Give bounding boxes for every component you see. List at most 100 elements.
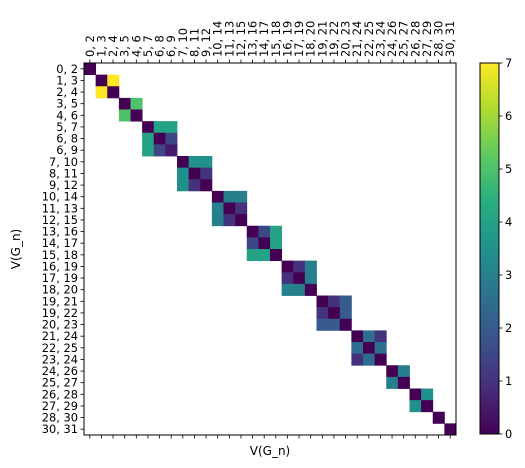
x-tick-label: 17, 19 <box>292 21 306 57</box>
heatmap-cell <box>421 388 434 401</box>
y-tick-label: 10, 14 <box>42 190 78 204</box>
x-tick-label: 28, 30 <box>432 21 446 57</box>
heatmap-cell <box>211 214 224 227</box>
heatmap-cell <box>363 353 376 366</box>
x-tick-label: 16, 19 <box>280 21 294 57</box>
heatmap-cell <box>374 342 387 355</box>
heatmap-cell <box>386 376 399 389</box>
heatmap-cell <box>95 74 108 87</box>
heatmap-cell <box>153 121 166 134</box>
heatmap-cell <box>316 307 329 320</box>
heatmap-cell <box>107 74 120 87</box>
y-tick-label: 14, 17 <box>42 236 78 250</box>
heatmap-cell <box>328 295 341 308</box>
heatmap-cell <box>258 225 271 238</box>
x-tick-label: 14, 17 <box>257 21 271 57</box>
heatmap-cell <box>211 202 224 215</box>
y-tick-label: 30, 31 <box>42 422 78 436</box>
x-tick-label: 20, 23 <box>339 21 353 57</box>
y-axis-title: V(G_n) <box>9 229 23 269</box>
heatmap-cell <box>293 272 306 285</box>
heatmap-cell <box>270 237 283 250</box>
heatmap-cell <box>339 318 352 331</box>
colorbar-tick-label: 5 <box>505 162 512 176</box>
x-tick-label: 11, 13 <box>222 21 236 57</box>
y-tick-label: 0, 2 <box>56 62 78 76</box>
y-tick-label: 7, 10 <box>49 155 78 169</box>
colorbar <box>479 62 500 435</box>
heatmap-cell <box>281 260 294 273</box>
heatmap-cell <box>95 86 108 99</box>
colorbar-tick-label: 2 <box>505 321 512 335</box>
y-tick-label: 23, 24 <box>42 352 78 366</box>
heatmap-cell <box>386 365 399 378</box>
x-tick-label: 12, 15 <box>234 21 248 57</box>
y-tick-label: 9, 12 <box>49 178 78 192</box>
heatmap-cell <box>363 330 376 343</box>
heatmap-cell <box>339 307 352 320</box>
heatmap-cell <box>444 423 457 436</box>
y-tick-label: 25, 27 <box>42 376 78 390</box>
x-tick-label: 9, 12 <box>199 28 213 57</box>
heatmap-cell <box>223 202 236 215</box>
x-tick-label: 23, 24 <box>373 21 387 57</box>
x-tick-label: 4, 6 <box>129 35 143 57</box>
colorbar-tick-label: 0 <box>505 427 512 441</box>
heatmap-cell <box>339 295 352 308</box>
y-tick-label: 4, 6 <box>56 108 78 122</box>
heatmap-cell <box>118 97 131 110</box>
y-tick-label: 17, 19 <box>42 271 78 285</box>
y-tick-label: 20, 23 <box>42 318 78 332</box>
y-tick-label: 24, 26 <box>42 364 78 378</box>
y-tick-label: 22, 25 <box>42 341 78 355</box>
x-tick-label: 1, 3 <box>94 35 108 57</box>
heatmap-cell <box>142 132 155 145</box>
heatmap-cell <box>165 144 178 157</box>
heatmap-cell <box>328 307 341 320</box>
y-tick-label: 8, 11 <box>49 166 78 180</box>
colorbar-tick-label: 6 <box>505 109 512 123</box>
x-tick-label: 10, 14 <box>211 21 225 57</box>
heatmap-cell <box>421 400 434 413</box>
y-tick-label: 16, 19 <box>42 259 78 273</box>
heatmap-cell <box>281 283 294 296</box>
heatmap-cell <box>200 156 213 169</box>
heatmap-cell <box>351 330 364 343</box>
heatmap-cell <box>363 342 376 355</box>
heatmap-cell <box>328 318 341 331</box>
heatmap-cell <box>270 249 283 262</box>
x-axis-title: V(G_n) <box>250 444 290 458</box>
heatmap-cell <box>107 86 120 99</box>
heatmap-cell <box>304 283 317 296</box>
colorbar-tick-label: 7 <box>505 56 512 70</box>
heatmap-cell <box>270 225 283 238</box>
heatmap-cell <box>177 156 190 169</box>
x-tick-label: 22, 25 <box>362 21 376 57</box>
heatmap-cell <box>130 109 143 122</box>
heatmap-cell <box>223 190 236 203</box>
y-tick-label: 3, 5 <box>56 97 78 111</box>
x-tick-label: 6, 9 <box>164 35 178 57</box>
y-tick-label: 13, 16 <box>42 225 78 239</box>
x-tick-label: 0, 2 <box>83 35 97 57</box>
y-axis-ticks: 0, 21, 32, 43, 54, 65, 76, 86, 97, 108, … <box>42 62 84 436</box>
x-axis-ticks: 0, 21, 32, 43, 54, 65, 76, 86, 97, 108, … <box>83 21 457 439</box>
y-tick-label: 21, 24 <box>42 329 78 343</box>
x-tick-label: 24, 26 <box>385 21 399 57</box>
y-tick-label: 19, 21 <box>42 294 78 308</box>
colorbar-ticks: 0 1 2 3 4 5 6 7 <box>499 56 512 441</box>
heatmap-cell <box>200 167 213 180</box>
heatmap-cell <box>374 330 387 343</box>
heatmap-cell <box>118 109 131 122</box>
heatmap-cell <box>351 342 364 355</box>
heatmap-cell <box>188 167 201 180</box>
heatmap-cell <box>200 179 213 192</box>
heatmap-cell <box>351 353 364 366</box>
heatmap-cell <box>397 365 410 378</box>
y-tick-label: 12, 15 <box>42 213 78 227</box>
x-tick-label: 6, 8 <box>153 35 167 57</box>
heatmap-cell <box>142 144 155 157</box>
y-tick-label: 2, 4 <box>56 85 78 99</box>
x-tick-label: 25, 27 <box>397 21 411 57</box>
x-tick-label: 7, 10 <box>176 28 190 57</box>
